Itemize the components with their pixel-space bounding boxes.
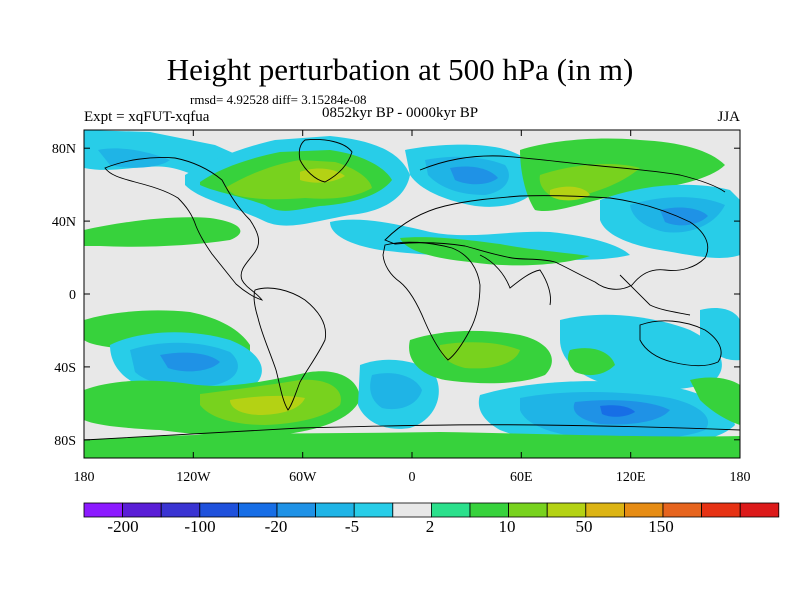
contour-green-west-indian-ocean: [567, 348, 615, 376]
coast-south-america: [253, 287, 327, 411]
colorbar-label: -20: [265, 517, 288, 536]
contour-blue-north-pacific: [98, 148, 170, 168]
colorbar-box: [739, 502, 780, 518]
colorbar-label: -5: [345, 517, 359, 536]
coast-antarctica: [84, 424, 740, 441]
contour-darker-blue-southern-ocean: [600, 405, 635, 417]
colorbar-box: [392, 502, 432, 518]
coast-southeast-asia: [619, 274, 691, 316]
contour-yellow-siberia: [550, 186, 590, 201]
colorbar-label: -100: [184, 517, 215, 536]
contour-cyan-east-pacific-south: [700, 308, 740, 361]
lon-tick-label: 180: [74, 470, 95, 485]
colorbar-box: [624, 502, 664, 518]
coast-greenland: [298, 139, 353, 183]
lon-tick-labels: 180 120W 60W 0 60E 120E 180: [74, 470, 751, 485]
contour-green-north-pacific-belt: [84, 217, 241, 247]
coast-europe-asia: [384, 195, 709, 290]
colorbar-label: 150: [648, 517, 674, 536]
colorbar-box: [353, 502, 394, 518]
colorbar-label: 2: [426, 517, 435, 536]
lat-tick-label: 80N: [52, 142, 76, 157]
contour-yellow-north-atlantic: [300, 168, 345, 183]
contour-lime-north-atlantic: [225, 160, 372, 200]
coast-north-america: [104, 157, 264, 301]
lat-tick-label: 40S: [54, 361, 76, 376]
colorbar-box: [585, 502, 625, 518]
lon-tick-label: 60W: [289, 470, 317, 485]
colorbar-box: [315, 502, 355, 518]
colorbar-box: [469, 502, 509, 518]
plot-title: Height perturbation at 500 hPa (in m): [166, 52, 634, 87]
lat-tick-label: 40N: [52, 215, 76, 230]
contour-lime-south-africa: [439, 342, 520, 369]
period-label: 0852kyr BP - 0000kyr BP: [322, 105, 479, 121]
colorbar-labels: -200 -100 -20 -5 2 10 50 150: [107, 517, 673, 536]
colorbar-box: [662, 502, 702, 518]
coast-arabia-india: [479, 254, 551, 306]
contour-green-southern-east: [690, 377, 740, 425]
lon-tick-label: 180: [730, 470, 751, 485]
colorbar-box: [199, 502, 239, 518]
contour-deep-blue-eurasia: [450, 166, 498, 185]
colorbar: [83, 502, 780, 518]
colorbar-box: [546, 502, 587, 518]
colorbar-box: [122, 502, 162, 518]
experiment-label: Expt = xqFUT-xqfua: [84, 109, 210, 125]
colorbar-box: [508, 502, 548, 518]
axis-ticks: [83, 130, 741, 458]
colorbar-label: 50: [576, 517, 593, 536]
colorbar-box: [237, 502, 278, 518]
coast-africa: [382, 241, 481, 361]
lon-tick-label: 120W: [176, 470, 211, 485]
contour-deep-blue-east-asia: [660, 207, 708, 226]
contour-yellow-south-america-south: [230, 395, 305, 415]
coastlines: [84, 139, 740, 441]
colorbar-box: [276, 502, 316, 518]
coast-australia: [639, 320, 722, 367]
colorbar-label: 10: [499, 517, 516, 536]
colorbar-label: -200: [107, 517, 138, 536]
contour-green-antarctic: [84, 432, 740, 458]
colorbar-box: [160, 502, 201, 518]
colorbar-box: [701, 502, 741, 518]
contour-field: [84, 130, 740, 458]
contour-blue-south-atlantic: [370, 373, 422, 410]
season-label: JJA: [717, 109, 740, 125]
coast-northern-eurasia: [419, 155, 726, 193]
lon-tick-label: 0: [409, 470, 416, 485]
contour-deep-blue-south-pacific: [160, 352, 220, 372]
colorbar-box: [83, 502, 123, 518]
lat-tick-label: 0: [69, 288, 76, 303]
lon-tick-label: 60E: [510, 470, 533, 485]
stats-text: rmsd= 4.92528 diff= 3.15284e-08: [190, 92, 367, 107]
colorbar-box: [430, 502, 471, 518]
lon-tick-label: 120E: [616, 470, 646, 485]
contour-cyan-mediterranean: [330, 219, 630, 260]
lat-tick-labels: 80N 40N 0 40S 80S: [52, 142, 76, 449]
lat-tick-label: 80S: [54, 434, 76, 449]
